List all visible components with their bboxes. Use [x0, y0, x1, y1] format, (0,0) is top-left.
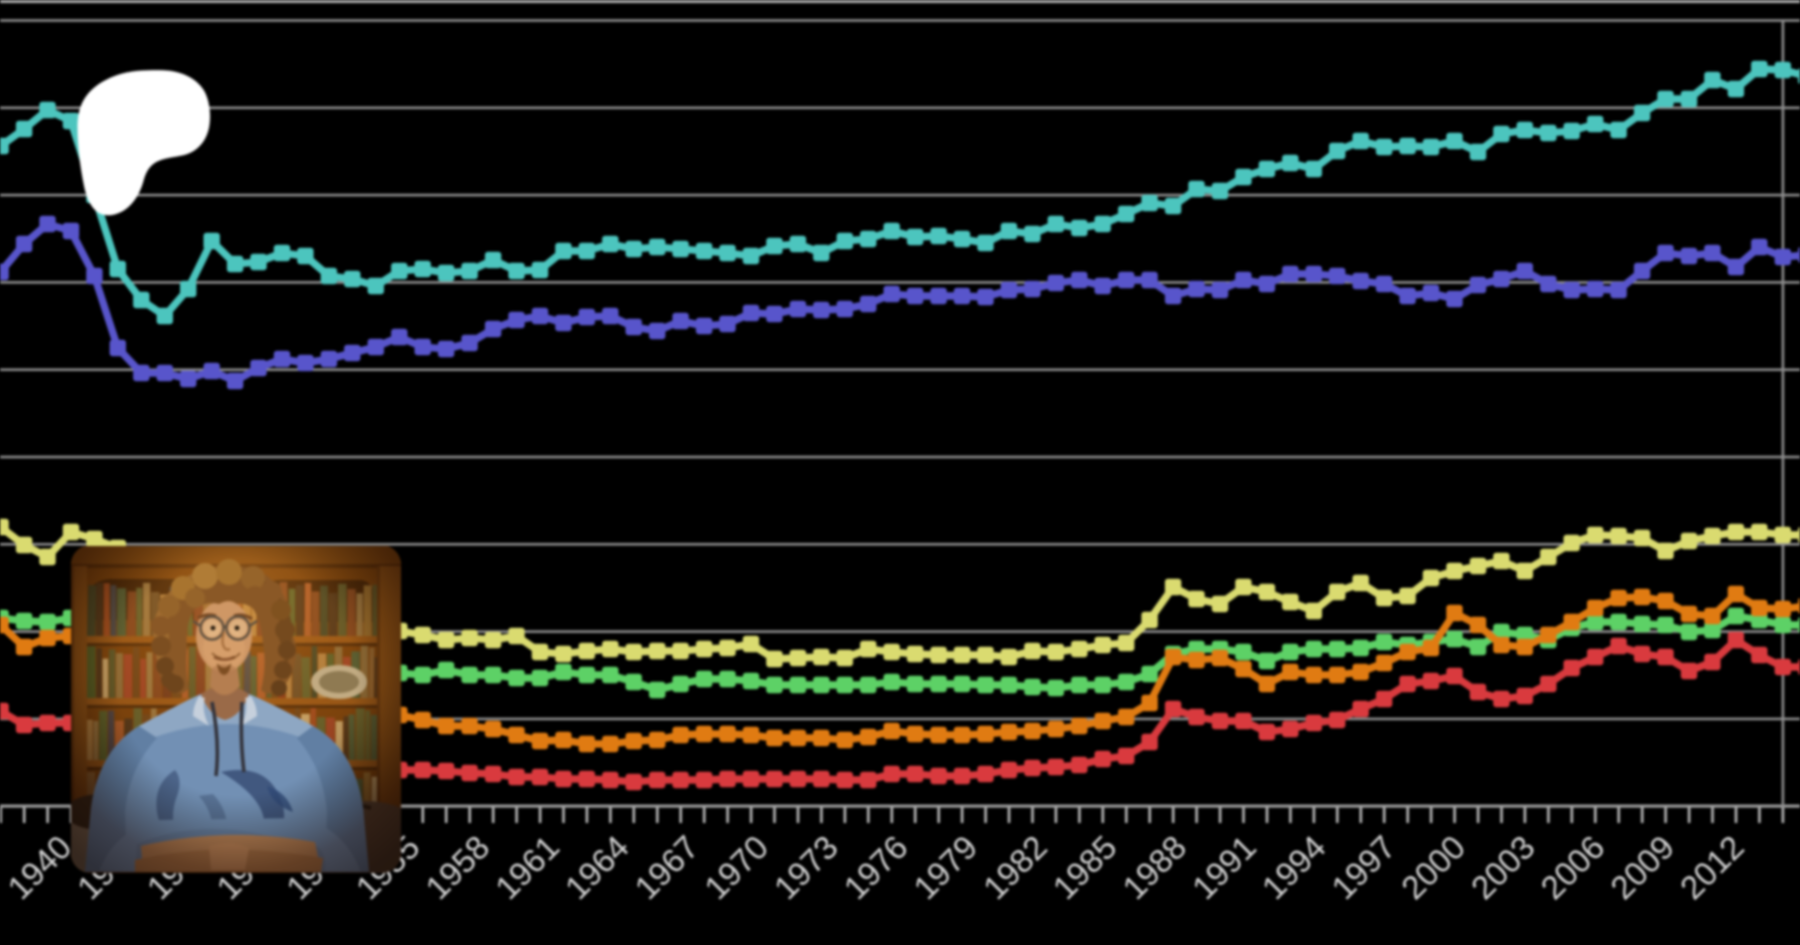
svg-text:1961: 1961 — [488, 828, 566, 906]
svg-text:2012: 2012 — [1673, 828, 1751, 906]
svg-text:1994: 1994 — [1255, 828, 1333, 906]
svg-text:1964: 1964 — [558, 828, 636, 906]
svg-text:1973: 1973 — [767, 828, 845, 906]
svg-text:2000: 2000 — [1394, 828, 1472, 906]
svg-text:1958: 1958 — [418, 828, 496, 906]
svg-text:1985: 1985 — [1046, 828, 1124, 906]
svg-text:1991: 1991 — [1185, 828, 1263, 906]
svg-text:1967: 1967 — [627, 828, 705, 906]
svg-text:1940: 1940 — [0, 828, 78, 906]
svg-text:1970: 1970 — [697, 828, 775, 906]
svg-text:2006: 2006 — [1533, 828, 1611, 906]
svg-text:1976: 1976 — [837, 828, 915, 906]
svg-text:1997: 1997 — [1324, 828, 1402, 906]
svg-text:1988: 1988 — [1115, 828, 1193, 906]
svg-text:2009: 2009 — [1603, 828, 1681, 906]
svg-text:1979: 1979 — [906, 828, 984, 906]
svg-text:1982: 1982 — [976, 828, 1054, 906]
svg-text:2003: 2003 — [1464, 828, 1542, 906]
